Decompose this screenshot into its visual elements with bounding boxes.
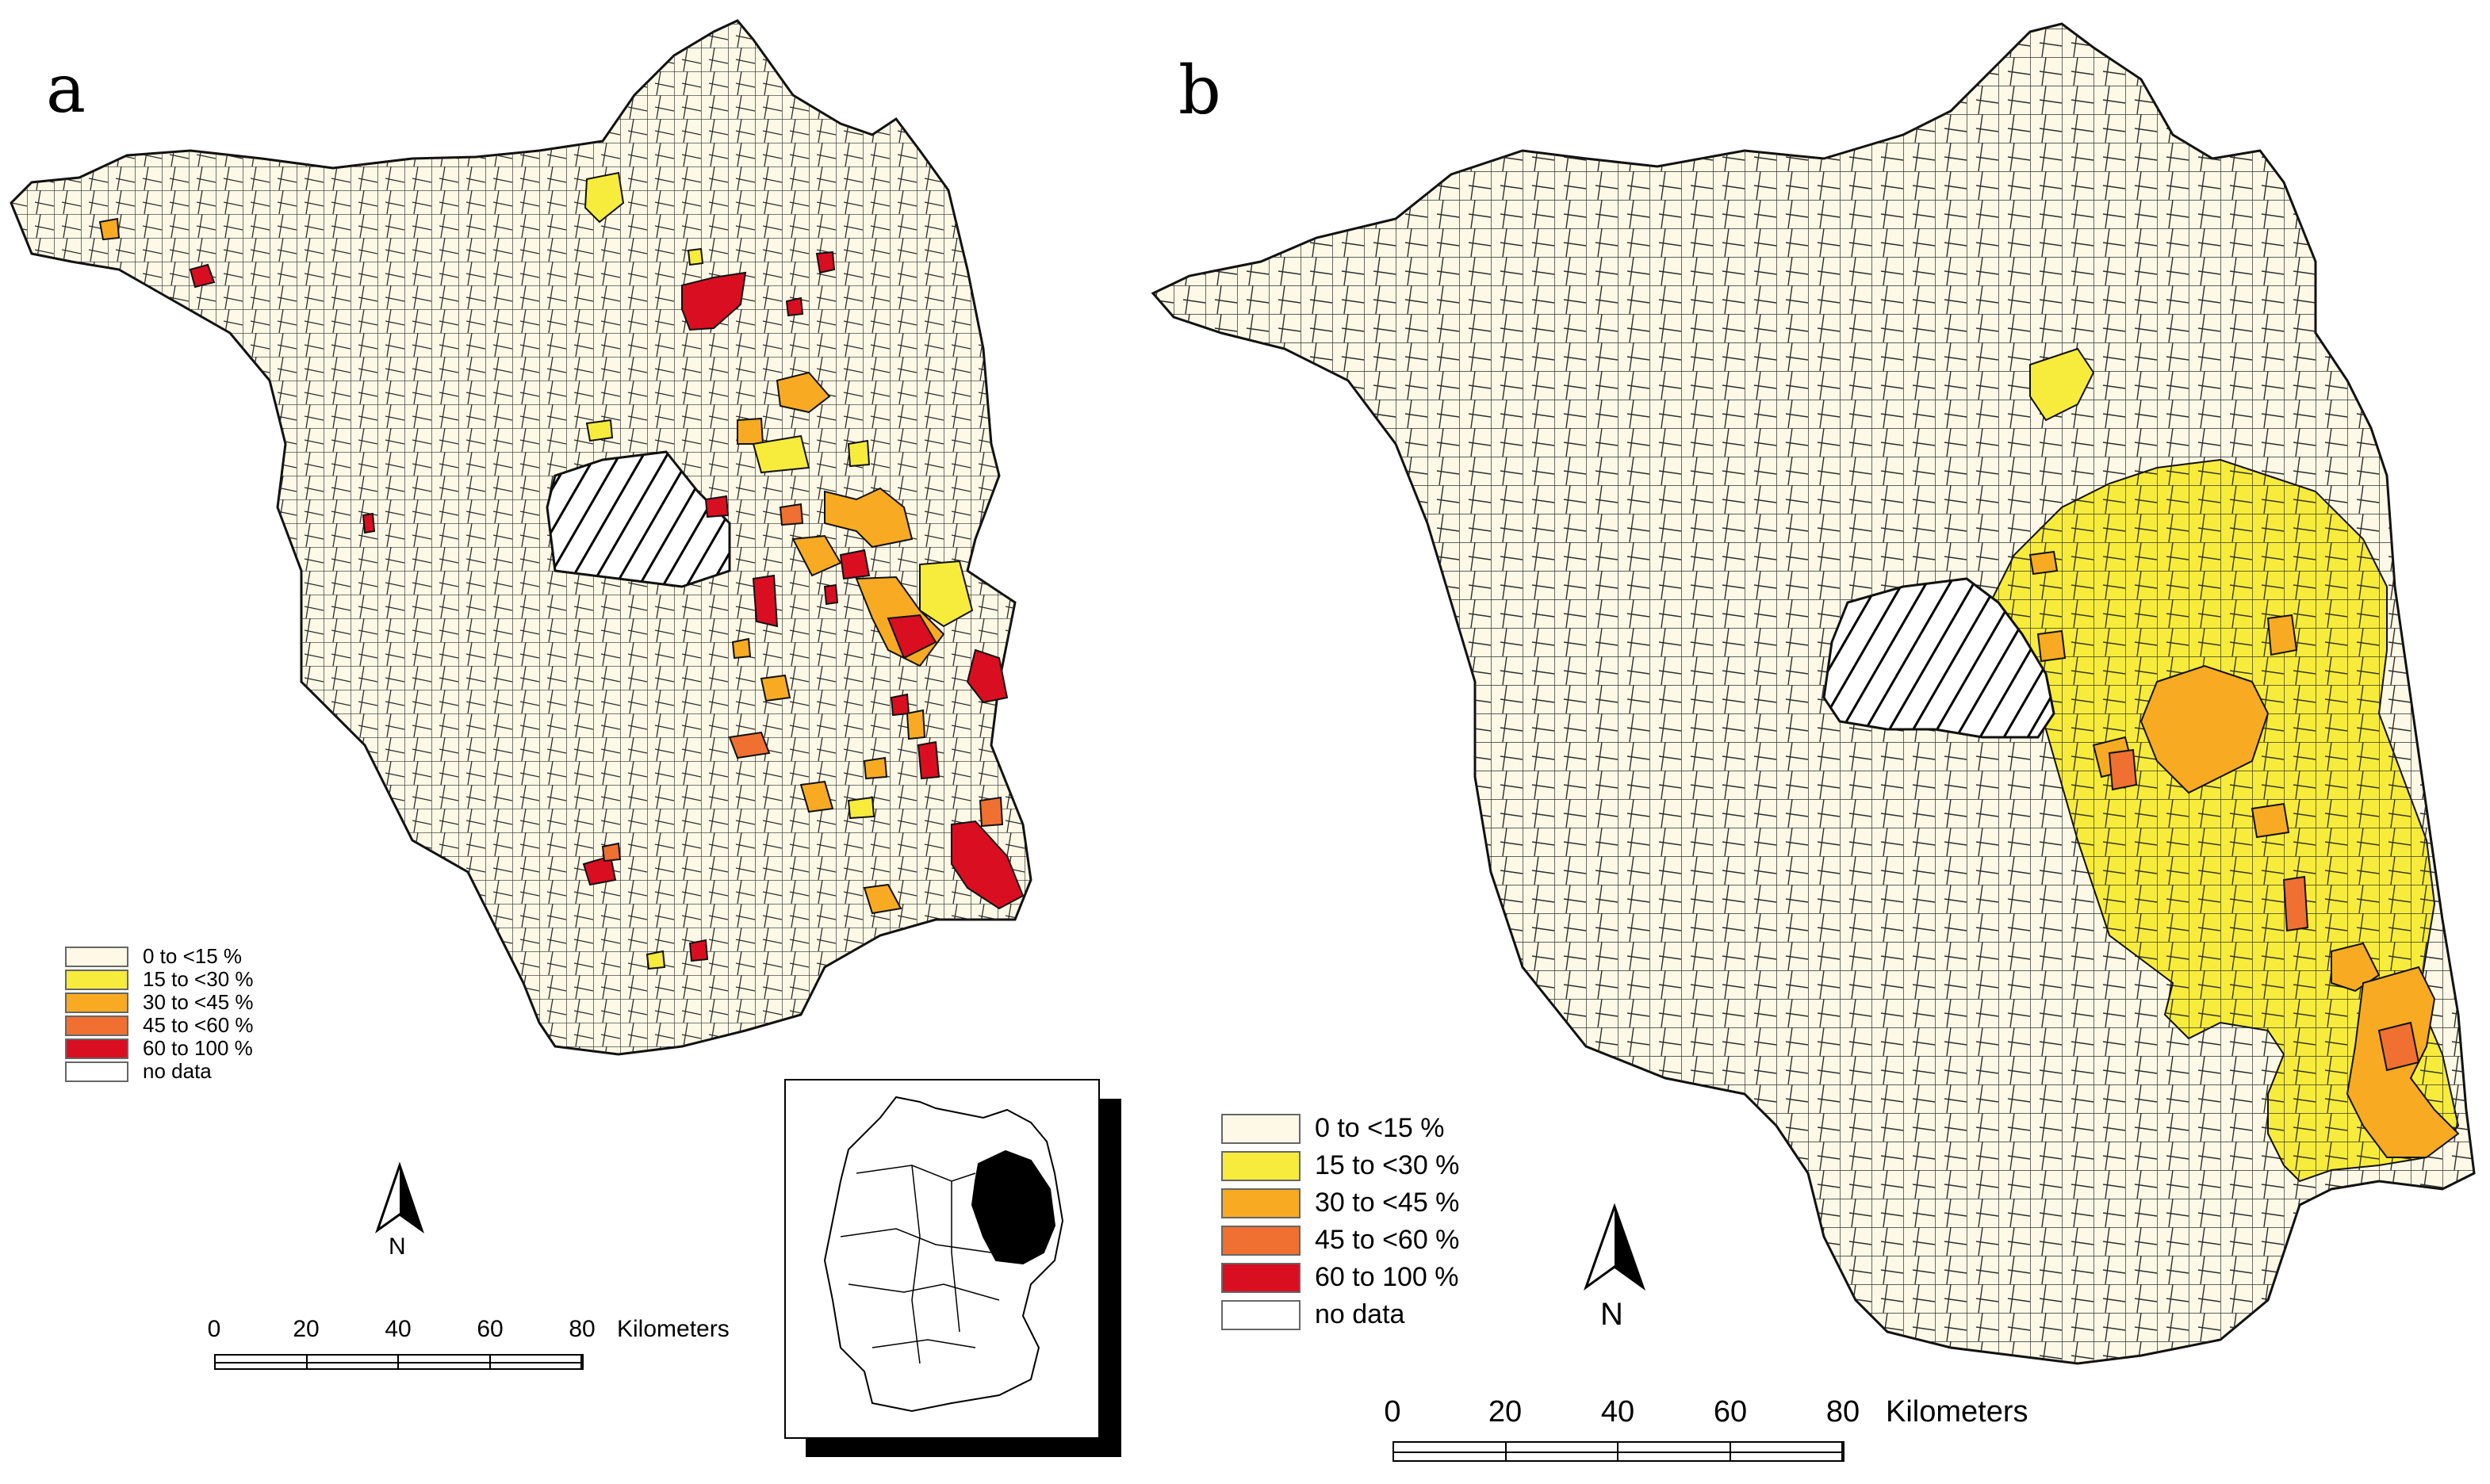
- legend-swatch: [1221, 1188, 1301, 1218]
- berlin-hatched-b: [1822, 577, 2055, 739]
- legend-swatch: [65, 969, 128, 990]
- legend-label: 60 to 100 %: [1315, 1262, 1459, 1292]
- legend-item: 0 to <15 %: [1221, 1110, 1459, 1147]
- legend-label: 60 to 100 %: [143, 1036, 253, 1060]
- legend-label: 30 to <45 %: [143, 990, 254, 1014]
- legend-label: 45 to <60 %: [143, 1013, 254, 1037]
- brandenburg-highlight: [971, 1149, 1056, 1265]
- legend-item: 45 to <60 %: [65, 1013, 254, 1037]
- scale-unit: Kilometers: [1886, 1395, 2028, 1429]
- legend-label: no data: [143, 1059, 212, 1083]
- germany-inset: [784, 1079, 1121, 1457]
- north-arrow-b: [1583, 1203, 1646, 1291]
- scale-tick: 0: [1384, 1395, 1401, 1429]
- legend-swatch: [65, 1038, 128, 1059]
- north-arrow-a: [375, 1161, 424, 1233]
- legend-swatch: [1221, 1262, 1301, 1293]
- legend-item: 30 to <45 %: [65, 990, 254, 1014]
- legend-swatch: [1221, 1113, 1301, 1144]
- legend-label: no data: [1315, 1299, 1405, 1329]
- scale-tick: 20: [293, 1316, 320, 1342]
- north-label-a: N: [389, 1233, 406, 1260]
- scale-tick: 80: [1825, 1395, 1860, 1429]
- scale-tick: 80: [569, 1316, 596, 1342]
- legend-swatch: [1221, 1299, 1301, 1330]
- legend-item: no data: [65, 1059, 254, 1083]
- legend-label: 30 to <45 %: [1315, 1188, 1460, 1218]
- legend-item: 30 to <45 %: [1221, 1184, 1459, 1222]
- berlin-hatched-a: [546, 450, 731, 588]
- legend-item: 0 to <15 %: [65, 944, 254, 968]
- legend-item: 45 to <60 %: [1221, 1222, 1459, 1259]
- legend-swatch: [65, 1061, 128, 1082]
- legend-label: 15 to <30 %: [1315, 1150, 1460, 1180]
- orange-clusters-b: [2028, 550, 2460, 1158]
- legend-item: 60 to 100 %: [65, 1036, 254, 1060]
- legend-b: 0 to <15 % 15 to <30 % 30 to <45 % 45 to…: [1221, 1110, 1459, 1333]
- legend-swatch: [65, 1015, 128, 1036]
- scale-segments: [214, 1354, 584, 1370]
- scale-unit: Kilometers: [617, 1316, 730, 1342]
- legend-label: 15 to <30 %: [143, 967, 254, 991]
- legend-label: 0 to <15 %: [1315, 1113, 1445, 1143]
- legend-item: 60 to 100 %: [1221, 1259, 1459, 1296]
- panel-b-map: [1151, 22, 2476, 1365]
- colored-municipalities-a: [98, 171, 1025, 970]
- scale-tick: 40: [385, 1316, 412, 1342]
- panel-a-label: a: [46, 50, 86, 128]
- scale-bar-a: 0 20 40 60 80 Kilometers: [208, 1316, 730, 1371]
- legend-swatch: [65, 946, 128, 967]
- scale-tick: 60: [477, 1316, 504, 1342]
- legend-label: 45 to <60 %: [1315, 1225, 1460, 1255]
- panel-a-map: [10, 19, 1032, 1056]
- scale-segments: [1392, 1441, 1845, 1462]
- scale-tick: 20: [1488, 1395, 1523, 1429]
- legend-swatch: [1221, 1225, 1301, 1256]
- legend-swatch: [1221, 1150, 1301, 1181]
- legend-item: 15 to <30 %: [1221, 1147, 1459, 1184]
- north-label-b: N: [1600, 1297, 1623, 1332]
- scale-bar-b: 0 20 40 60 80 Kilometers: [1384, 1395, 2028, 1467]
- legend-swatch: [65, 992, 128, 1013]
- panel-b-label: b: [1178, 52, 1221, 129]
- scale-tick: 40: [1600, 1395, 1635, 1429]
- legend-item: no data: [1221, 1296, 1459, 1333]
- scale-tick: 0: [207, 1316, 221, 1342]
- legend-item: 15 to <30 %: [65, 967, 254, 991]
- legend-label: 0 to <15 %: [143, 944, 243, 968]
- legend-a: 0 to <15 % 15 to <30 % 30 to <45 % 45 to…: [65, 944, 254, 1083]
- scale-tick: 60: [1713, 1395, 1748, 1429]
